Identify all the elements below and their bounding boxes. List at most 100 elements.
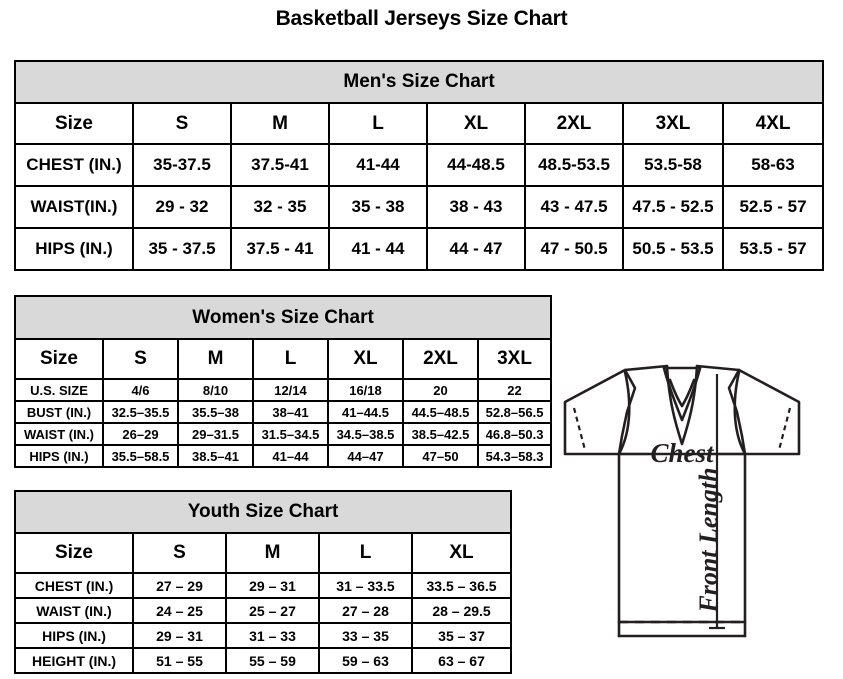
- mens-hips-m: 37.5 - 41: [230, 227, 330, 271]
- youth-height-m: 55 – 59: [225, 647, 320, 674]
- youth-chest-xl: 33.5 – 36.5: [410, 572, 513, 599]
- jersey-measurement-diagram: Chest Front Length: [527, 350, 837, 675]
- womens-us-size-s: 4/6: [102, 378, 179, 402]
- womens-table-heading-row: Women's Size Chart: [13, 295, 553, 340]
- mens-column-header-4xl: 4XL: [721, 102, 825, 145]
- womens-hips-3xl: 54.3–58.3: [476, 444, 553, 468]
- womens-waist-m: 29–31.5: [177, 422, 254, 446]
- youth-height-l: 59 – 63: [318, 647, 413, 674]
- womens-column-header-m: M: [177, 338, 254, 380]
- youth-table-column-header-row: Size S M L XL: [14, 532, 513, 574]
- womens-bust-3xl: 52.8–56.5: [476, 400, 553, 424]
- womens-column-header-3xl: 3XL: [476, 338, 553, 380]
- youth-chest-l: 31 – 33.5: [318, 572, 413, 599]
- mens-column-header-l: L: [328, 102, 428, 145]
- womens-bust-xl: 41–44.5: [327, 400, 404, 424]
- youth-table-heading-row: Youth Size Chart: [13, 490, 513, 534]
- womens-us-size-3xl: 22: [476, 378, 553, 402]
- table-row: HIPS (IN.) 35 - 37.5 37.5 - 41 41 - 44 4…: [14, 227, 825, 271]
- womens-us-size-xl: 16/18: [327, 378, 404, 402]
- womens-row-label-us-size: U.S. SIZE: [14, 378, 104, 402]
- mens-waist-s: 29 - 32: [132, 185, 232, 229]
- mens-hips-4xl: 53.5 - 57: [721, 227, 825, 271]
- womens-waist-s: 26–29: [102, 422, 179, 446]
- mens-column-header-size: Size: [14, 102, 134, 145]
- table-row: HIPS (IN.) 35.5–58.5 38.5–41 41–44 44–47…: [14, 444, 553, 468]
- womens-row-label-waist: WAIST (IN.): [14, 422, 104, 446]
- womens-hips-2xl: 47–50: [402, 444, 479, 468]
- womens-hips-l: 41–44: [252, 444, 329, 468]
- mens-hips-s: 35 - 37.5: [132, 227, 232, 271]
- youth-hips-xl: 35 – 37: [410, 622, 513, 649]
- mens-column-header-s: S: [132, 102, 232, 145]
- womens-bust-2xl: 44.5–48.5: [402, 400, 479, 424]
- left-sleeve: [563, 368, 637, 456]
- womens-hips-m: 38.5–41: [177, 444, 254, 468]
- left-sleeve-hem-stitch: [572, 407, 587, 451]
- mens-column-header-m: M: [230, 102, 330, 145]
- youth-column-header-xl: XL: [410, 532, 513, 574]
- youth-column-header-s: S: [132, 532, 227, 574]
- right-sleeve: [727, 368, 801, 456]
- table-row: BUST (IN.) 32.5–35.5 35.5–38 38–41 41–44…: [14, 400, 553, 424]
- v-neck-collar-outer: [662, 366, 702, 422]
- youth-column-header-size: Size: [14, 532, 134, 574]
- jersey-body: [617, 452, 747, 624]
- mens-waist-2xl: 43 - 47.5: [524, 185, 624, 229]
- youth-waist-l: 27 – 28: [318, 597, 413, 624]
- mens-chest-l: 41-44: [328, 143, 428, 187]
- mens-column-header-xl: XL: [426, 102, 526, 145]
- mens-hips-xl: 44 - 47: [426, 227, 526, 271]
- womens-column-header-l: L: [252, 338, 329, 380]
- youth-column-header-l: L: [318, 532, 413, 574]
- v-neck-collar-inner: [668, 378, 696, 408]
- youth-hips-m: 31 – 33: [225, 622, 320, 649]
- youth-height-s: 51 – 55: [132, 647, 227, 674]
- mens-table-column-header-row: Size S M L XL 2XL 3XL 4XL: [14, 102, 825, 145]
- right-sleeve-hem-stitch: [777, 407, 792, 451]
- womens-bust-s: 32.5–35.5: [102, 400, 179, 424]
- mens-waist-xl: 38 - 43: [426, 185, 526, 229]
- womens-table-heading: Women's Size Chart: [13, 295, 553, 340]
- mens-waist-4xl: 52.5 - 57: [721, 185, 825, 229]
- left-armhole-seam: [617, 370, 631, 456]
- womens-waist-l: 31.5–34.5: [252, 422, 329, 446]
- womens-waist-2xl: 38.5–42.5: [402, 422, 479, 446]
- right-armhole-seam: [733, 370, 747, 456]
- womens-us-size-2xl: 20: [402, 378, 479, 402]
- mens-hips-3xl: 50.5 - 53.5: [622, 227, 724, 271]
- mens-column-header-2xl: 2XL: [524, 102, 624, 145]
- womens-table-column-header-row: Size S M L XL 2XL 3XL: [14, 338, 553, 380]
- mens-hips-2xl: 47 - 50.5: [524, 227, 624, 271]
- table-row: WAIST (IN.) 24 – 25 25 – 27 27 – 28 28 –…: [14, 597, 513, 624]
- womens-us-size-l: 12/14: [252, 378, 329, 402]
- youth-row-label-chest: CHEST (IN.): [14, 572, 134, 599]
- youth-row-label-height: HEIGHT (IN.): [14, 647, 134, 674]
- mens-waist-3xl: 47.5 - 52.5: [622, 185, 724, 229]
- youth-hips-s: 29 – 31: [132, 622, 227, 649]
- table-row: HIPS (IN.) 29 – 31 31 – 33 33 – 35 35 – …: [14, 622, 513, 649]
- womens-column-header-s: S: [102, 338, 179, 380]
- left-shoulder-line: [623, 364, 669, 372]
- table-row: WAIST(IN.) 29 - 32 32 - 35 35 - 38 38 - …: [14, 185, 825, 229]
- youth-hips-l: 33 – 35: [318, 622, 413, 649]
- jersey-illustration: Chest Front Length: [563, 364, 801, 638]
- mens-chest-s: 35-37.5: [132, 143, 232, 187]
- youth-column-header-m: M: [225, 532, 320, 574]
- womens-hips-s: 35.5–58.5: [102, 444, 179, 468]
- mens-table-heading: Men's Size Chart: [13, 60, 825, 104]
- mens-row-label-hips: HIPS (IN.): [14, 227, 134, 271]
- chest-measurement-label: Chest: [650, 438, 715, 468]
- womens-bust-l: 38–41: [252, 400, 329, 424]
- womens-bust-m: 35.5–38: [177, 400, 254, 424]
- mens-column-header-3xl: 3XL: [622, 102, 724, 145]
- youth-size-table: Youth Size Chart Size S M L XL CHEST (IN…: [13, 490, 513, 674]
- mens-size-table: Men's Size Chart Size S M L XL 2XL 3XL 4…: [13, 60, 825, 271]
- front-length-measurement-label: Front Length: [694, 467, 723, 613]
- youth-waist-m: 25 – 27: [225, 597, 320, 624]
- youth-row-label-waist: WAIST (IN.): [14, 597, 134, 624]
- table-row: U.S. SIZE 4/6 8/10 12/14 16/18 20 22: [14, 378, 553, 402]
- mens-row-label-waist: WAIST(IN.): [14, 185, 134, 229]
- mens-table-heading-row: Men's Size Chart: [13, 60, 825, 104]
